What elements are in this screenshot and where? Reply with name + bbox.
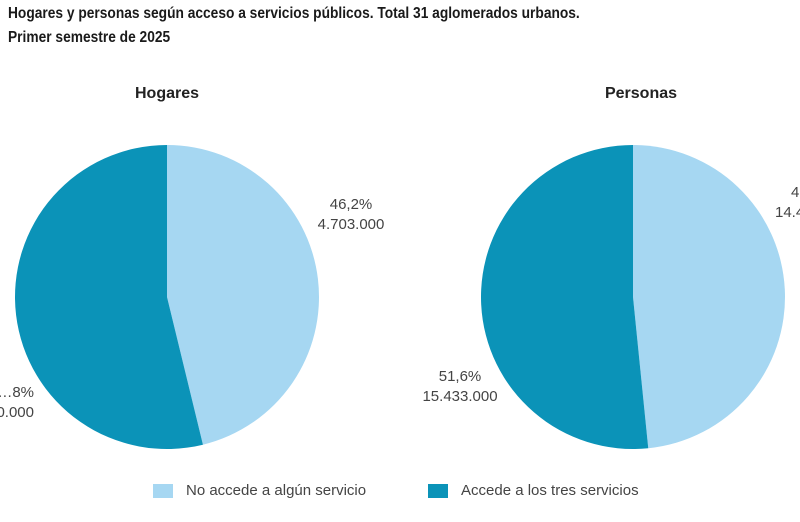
legend-item-accede: Accede a los tres servicios <box>428 482 639 499</box>
pie-label-hogares-accede: …8% …0.000 <box>0 383 34 423</box>
pie-hogares <box>15 145 320 449</box>
pie-label-personas-accede: 51,6% 15.433.000 <box>422 367 497 407</box>
pie-label-personas-no-accede: 48… 14.4… <box>775 183 800 223</box>
pie-label-hogares-no-accede: 46,2% 4.703.000 <box>318 195 385 235</box>
pie-slice-no-accede <box>633 145 785 449</box>
pie-label-count: …0.000 <box>0 403 34 423</box>
pie-slice-no-accede <box>167 145 320 445</box>
legend-label: No accede a algún servicio <box>186 482 367 499</box>
legend-item-no-accede: No accede a algún servicio <box>153 482 366 499</box>
chart-title: Hogares y personas según acceso a servic… <box>8 2 580 50</box>
pie-label-count-text: …0.000 <box>0 404 34 421</box>
chart-title-line1: Hogares y personas según acceso a servic… <box>8 5 580 22</box>
legend-swatch-no-accede <box>153 483 173 498</box>
legend-swatch-accede <box>428 483 448 498</box>
pie-personas <box>480 145 785 450</box>
pie-slice-accede <box>15 145 203 449</box>
pie-title-personas: Personas <box>604 85 678 102</box>
pie-label-pct: …8% <box>0 383 34 403</box>
pie-title-hogares: Hogares <box>134 85 200 102</box>
pie-label-pct-text: …8% <box>0 384 34 401</box>
pie-label-count: 15.433.000 <box>422 388 498 405</box>
pie-label-pct: 46,2% <box>329 196 373 213</box>
pie-label-count: 4.703.000 <box>317 216 385 233</box>
pie-label-pct: 48… <box>791 184 800 201</box>
pie-slice-accede <box>480 145 649 450</box>
chart-title-line2: Primer semestre de 2025 <box>8 29 171 46</box>
pie-label-pct: 51,6% <box>438 368 482 385</box>
pie-label-count: 14.4… <box>775 204 800 221</box>
legend-label: Accede a los tres servicios <box>461 482 639 499</box>
legend: No accede a algún servicio Accede a los … <box>0 482 800 506</box>
